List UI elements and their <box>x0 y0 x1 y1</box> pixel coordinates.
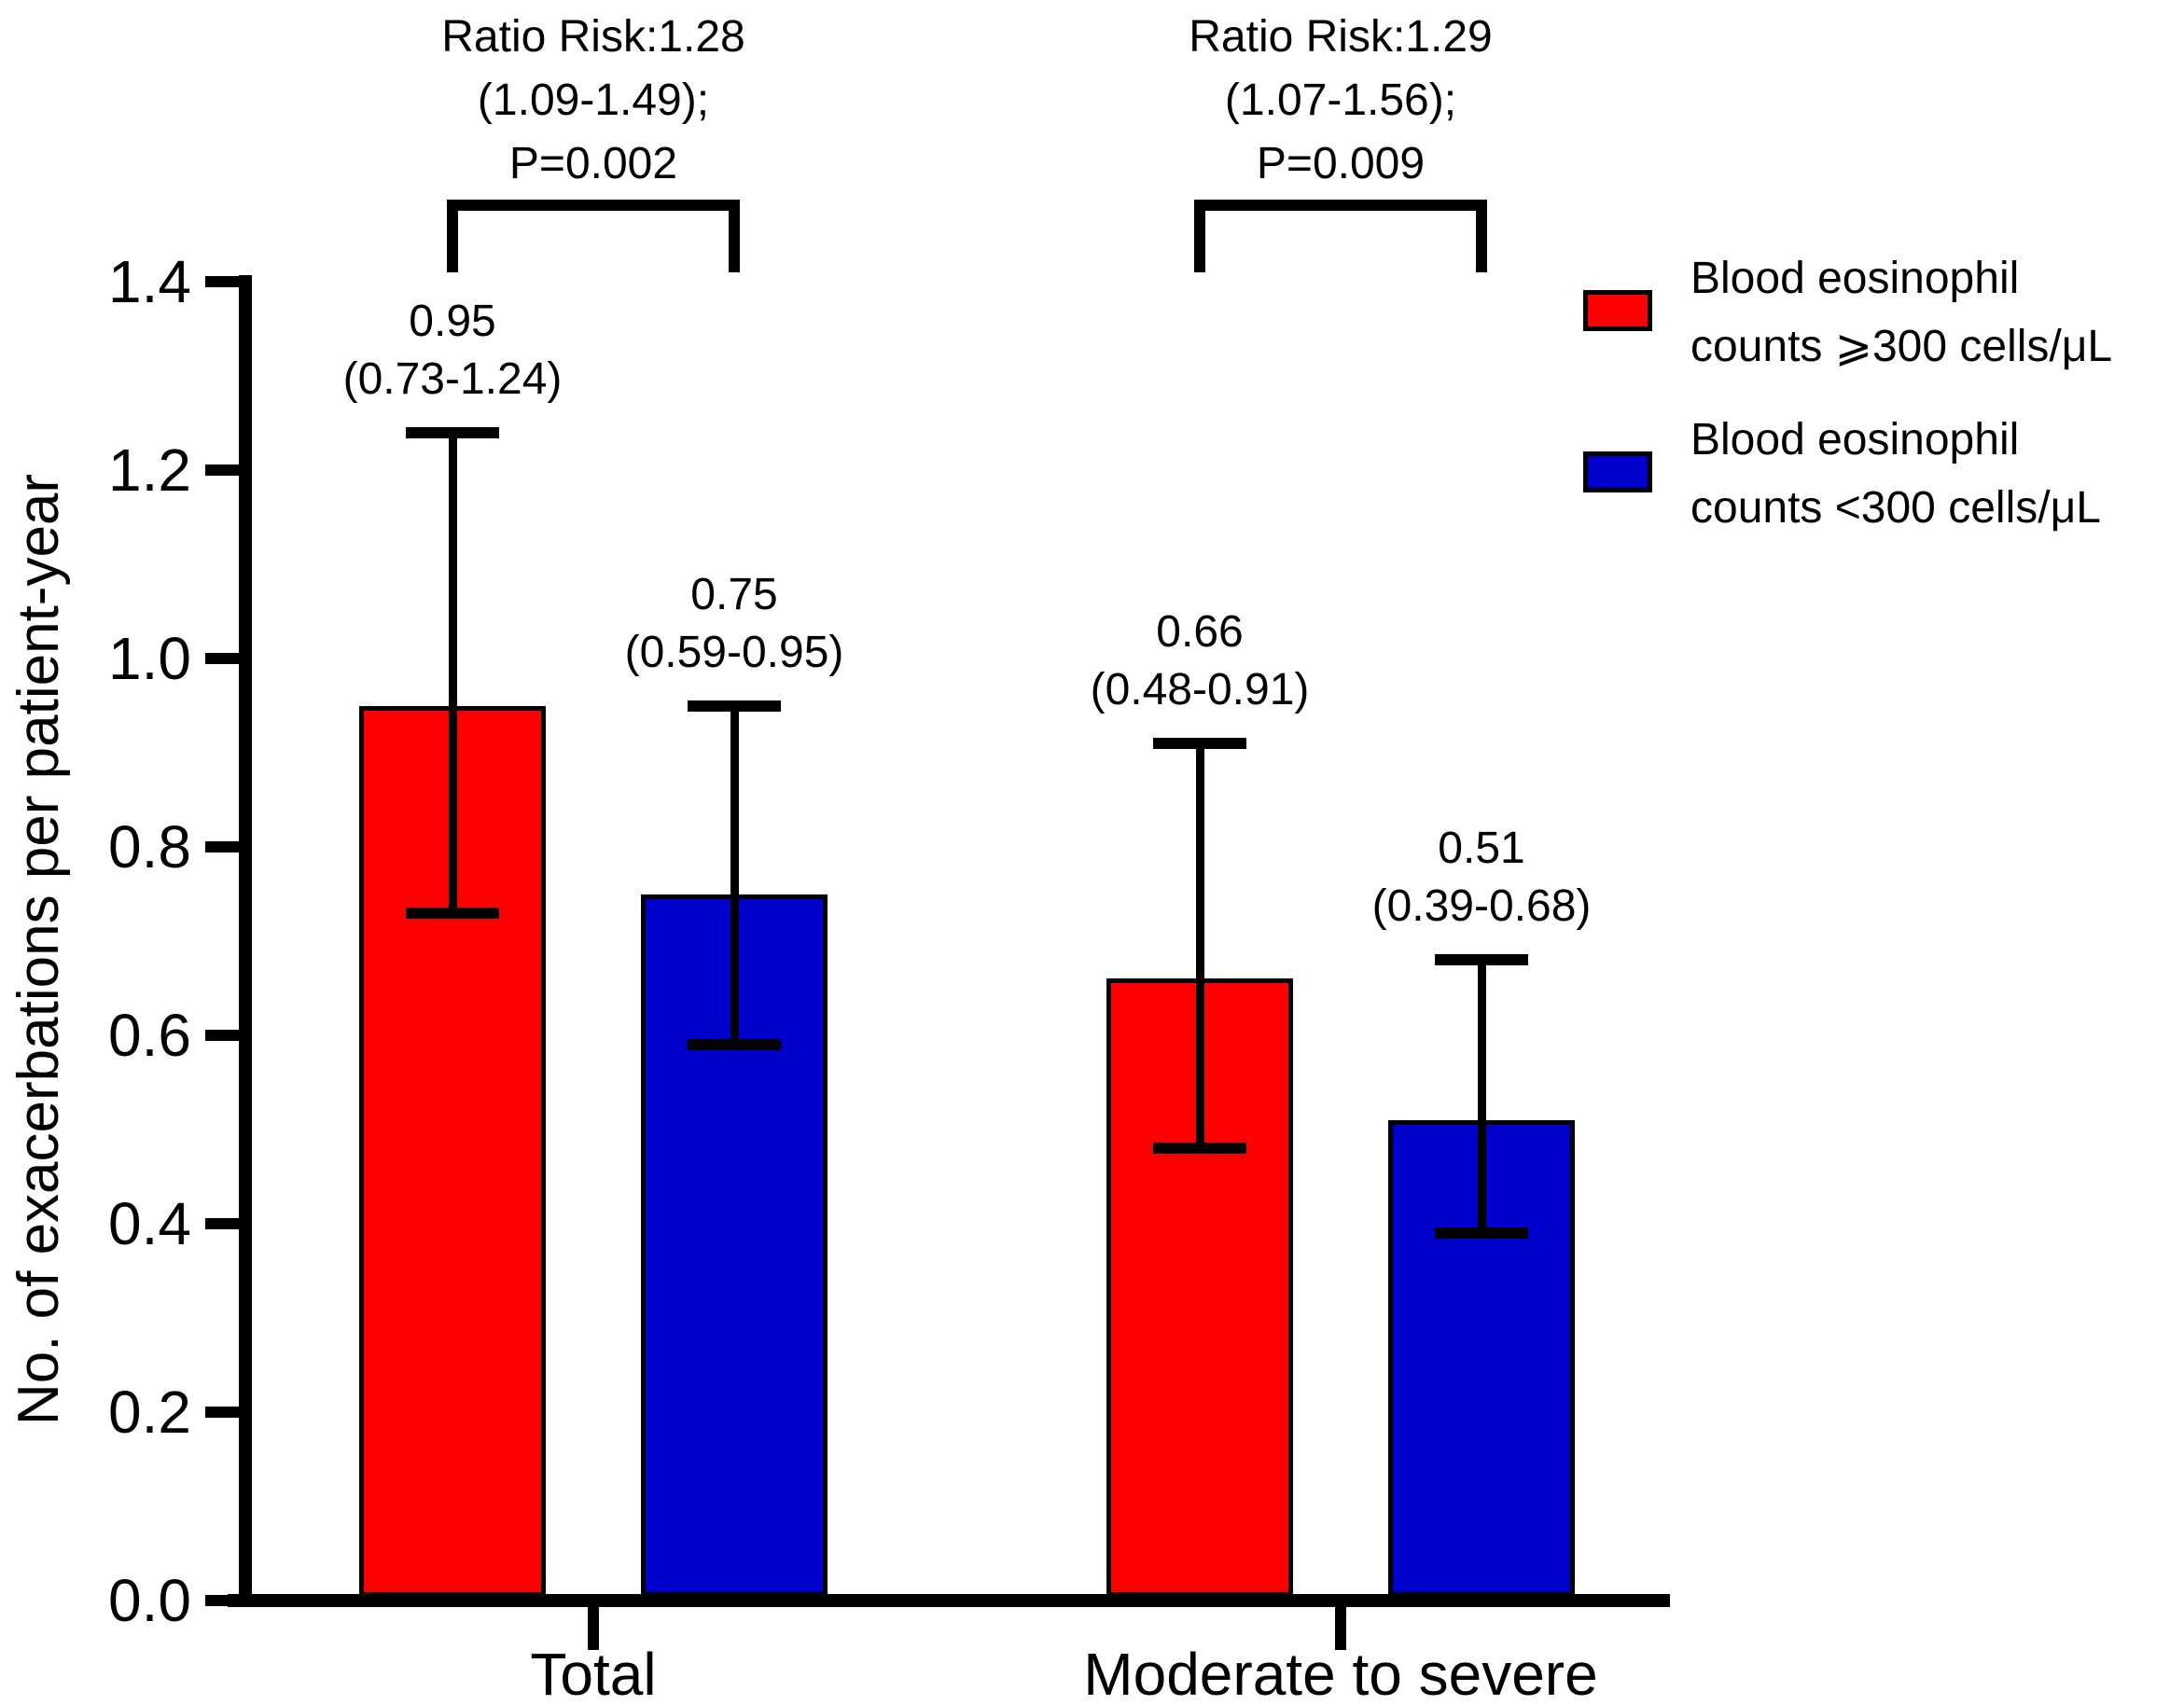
error-bar-cap <box>1435 1227 1528 1239</box>
legend-label: Blood eosinophil counts ⩾300 cells/μL <box>1690 254 2113 371</box>
comparison-bracket-left <box>1194 200 1205 272</box>
bar-value-label: 0.95 (0.73-1.24) <box>342 297 563 404</box>
y-tick <box>205 464 239 476</box>
error-bar-whisker <box>1478 960 1486 1233</box>
y-tick-label: 1.4 <box>108 248 191 315</box>
comparison-bracket-right <box>1476 200 1487 272</box>
comparison-annotation: Ratio Risk:1.29 (1.07-1.56); P=0.009 <box>1189 12 1493 188</box>
comparison-bracket-right <box>729 200 740 272</box>
y-tick <box>205 1030 239 1041</box>
y-tick-label: 0.0 <box>108 1567 191 1634</box>
error-bar-cap <box>1153 1143 1246 1154</box>
bar <box>359 706 546 1597</box>
error-bar-whisker <box>449 433 457 913</box>
y-tick <box>205 276 239 287</box>
y-tick <box>205 841 239 852</box>
y-axis-line <box>239 275 252 1607</box>
x-category-label: Moderate to severe <box>1083 1641 1598 1705</box>
y-tick-label: 0.8 <box>108 813 191 880</box>
error-bar-cap <box>406 908 499 919</box>
y-tick <box>205 1218 239 1229</box>
comparison-annotation: Ratio Risk:1.28 (1.09-1.49); P=0.002 <box>441 12 745 188</box>
error-bar-cap <box>688 700 781 712</box>
comparison-bracket-left <box>447 200 458 272</box>
y-tick <box>205 1407 239 1418</box>
legend-swatch <box>1583 451 1652 492</box>
comparison-bracket-top <box>1194 200 1487 211</box>
error-bar-whisker <box>1196 743 1204 1148</box>
comparison-bracket-top <box>447 200 740 211</box>
legend-swatch <box>1583 290 1652 331</box>
bar-value-label: 0.51 (0.39-0.68) <box>1371 824 1592 931</box>
x-tick <box>1335 1607 1346 1650</box>
y-tick-label: 0.6 <box>108 1002 191 1069</box>
y-tick-label: 0.4 <box>108 1190 191 1257</box>
error-bar-cap <box>1435 954 1528 965</box>
x-axis-line <box>228 1594 1670 1607</box>
error-bar-cap <box>1153 738 1246 749</box>
error-bar-cap <box>688 1039 781 1050</box>
y-tick-label: 0.2 <box>108 1379 191 1446</box>
bar-value-label: 0.75 (0.59-0.95) <box>624 570 844 677</box>
error-bar-whisker <box>730 706 739 1045</box>
x-category-label: Total <box>530 1641 657 1705</box>
y-tick-label: 1.0 <box>108 625 191 692</box>
y-tick <box>205 653 239 664</box>
error-bar-cap <box>406 427 499 438</box>
x-tick <box>588 1607 599 1650</box>
bar-value-label: 0.66 (0.48-0.91) <box>1090 607 1310 714</box>
y-tick-label: 1.2 <box>108 437 191 504</box>
legend-label: Blood eosinophil counts <300 cells/μL <box>1690 415 2101 533</box>
